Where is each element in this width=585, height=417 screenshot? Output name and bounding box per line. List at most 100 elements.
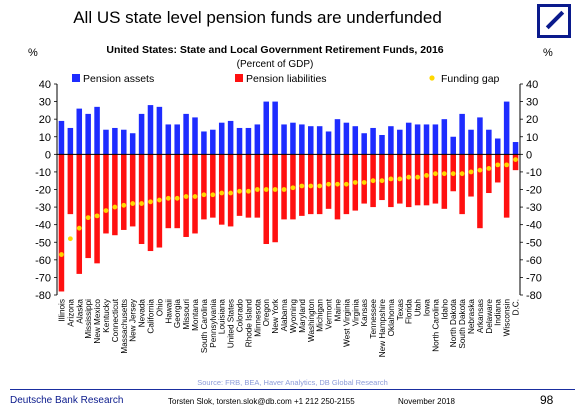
funding-gap-point [370,178,376,184]
x-tick-label: Mississippi [84,299,93,339]
funding-gap-dots [59,157,518,257]
x-tick-label: Oregon [262,299,271,327]
bar-pension-liabilities [218,154,225,225]
funding-gap-point [290,185,296,191]
bar-pension-liabilities [254,154,261,218]
y-axis-label-right: % [543,47,553,59]
x-tick-label: Pennsylvania [209,299,218,348]
funding-gap-point [139,201,144,206]
funding-gap-point [112,204,118,210]
bar-pension-assets [397,129,403,155]
x-tick-label: New York [271,298,280,333]
funding-gap-point [379,178,385,184]
x-tick-label: Colorado [236,299,245,333]
bar-pension-assets [307,126,314,155]
funding-gap-point [121,202,127,208]
y-tick-label-right: 30 [526,97,538,109]
funding-gap-point [388,176,394,182]
bar-pension-liabilities [512,154,519,171]
bar-pension-assets [468,129,474,155]
bar-pension-assets [414,124,421,155]
bar-pension-liabilities [414,154,421,206]
legend-label-liabilities: Pension liabilities [246,73,327,85]
x-tick-label: Oklahoma [387,299,396,337]
bar-pension-assets [183,113,189,155]
x-tick-label: Michigan [316,299,325,332]
x-tick-label: Tennessee [369,299,378,339]
bar-pension-assets [103,129,109,155]
x-tick-label: Arizona [66,299,75,327]
legend-label-assets: Pension assets [83,73,154,85]
y-tick-label-right: -50 [526,237,542,249]
x-tick-label: Ohio [155,299,164,317]
bar-pension-liabilities [94,154,100,264]
bar-pension-assets [138,113,145,155]
funding-gap-point [237,188,242,194]
x-tick-label: Missouri [182,299,191,330]
x-tick-label: Connecticut [111,298,120,342]
bar-pension-assets [316,126,323,155]
bar-pension-liabilities [174,154,180,229]
bar-pension-assets [494,138,501,155]
funding-gap-point [228,190,234,196]
bar-pension-assets [388,126,394,155]
x-tick-label: Nevada [138,299,147,328]
footer-brand: Deutsche Bank Research [10,395,124,406]
bar-pension-assets [334,119,341,155]
bar-pension-assets [379,134,385,155]
funding-gap-point [326,181,331,187]
bar-pension-assets [76,108,83,155]
legend-swatch-gap [429,75,435,81]
funding-gap-point [281,187,287,192]
bar-pension-liabilities [334,154,341,220]
bar-pension-liabilities [121,154,127,230]
funding-gap-point [263,187,269,192]
funding-gap-point [165,195,171,201]
bar-pension-liabilities [112,154,118,236]
x-tick-label: New Mexico [93,299,102,344]
bar-pension-liabilities [272,154,278,243]
x-tick-label: Rhode Island [244,299,253,348]
bar-pension-assets [94,106,100,155]
x-tick-label: North Carolina [431,299,440,352]
x-tick-label: Wisconsin [503,299,512,337]
funding-gap-point [486,166,492,171]
bar-pension-liabilities [263,154,270,245]
y-tick-label-left: 20 [39,114,51,126]
source-note: Source: FRB, BEA, Haver Analytics, DB Gl… [197,378,388,387]
funding-gap-point [85,215,91,221]
axes [56,84,521,295]
funding-gap-point [468,169,474,175]
footer-date: November 2018 [398,397,455,406]
bar-pension-assets [236,127,243,155]
y-tick-label-left: 10 [39,132,51,144]
bar-pension-assets [129,133,136,155]
x-tick-label: Indiana [494,299,503,326]
bar-pension-liabilities [103,154,109,234]
x-tick-label: Iowa [423,299,432,317]
x-tick-label: South Dakota [458,299,467,349]
funding-gap-point [343,181,349,187]
y-tick-label-right: -20 [526,185,542,197]
y-tick-label-right: -80 [526,290,542,302]
chart-subtitle: (Percent of GDP) [237,59,314,70]
bar-pension-assets [352,126,359,155]
y-tick-label-right: 10 [526,132,538,144]
funding-gap-point [477,167,483,173]
page-number: 98 [540,393,554,407]
funding-gap-point [59,252,64,257]
x-tick-label: New Jersey [129,298,138,342]
x-tick-label: Hawaii [164,299,173,324]
funding-gap-point [94,213,100,219]
bar-pension-liabilities [361,154,367,204]
funding-gap-point [317,183,323,189]
bar-pension-liabilities [227,154,234,227]
bar-pension-assets [218,122,225,155]
legend: Pension assets Pension liabilities Fundi… [72,73,500,85]
funding-gap-point [201,192,207,198]
funding-gap-point [299,183,305,189]
x-tick-label: Minnesota [253,299,262,337]
bar-pension-liabilities [85,154,91,259]
funding-gap-point [441,171,447,177]
pension-chart: United States: State and Local Governmen… [28,44,553,357]
